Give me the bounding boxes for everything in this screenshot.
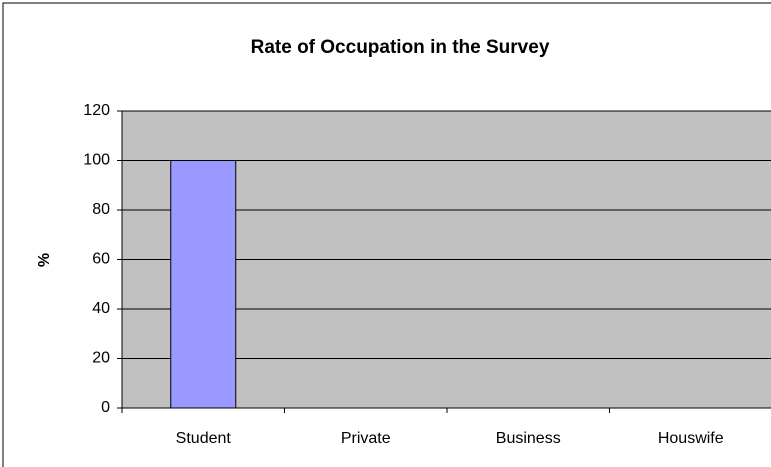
x-tick-label: Houswife <box>658 430 724 447</box>
bar <box>170 160 237 409</box>
y-tick-label: 60 <box>92 251 110 268</box>
chart-title: Rate of Occupation in the Survey <box>251 37 550 58</box>
y-tick-label: 20 <box>92 350 110 367</box>
x-tick-label: Business <box>496 430 561 447</box>
y-axis-label: % <box>36 253 53 267</box>
x-tick-label: Student <box>176 430 232 447</box>
x-tick-label: Private <box>341 430 391 447</box>
y-tick-label: 0 <box>101 399 110 416</box>
y-tick-label: 80 <box>92 201 110 218</box>
y-tick-label: 100 <box>83 152 110 169</box>
y-tick-label: 40 <box>92 300 110 317</box>
y-tick-label: 120 <box>83 102 110 119</box>
